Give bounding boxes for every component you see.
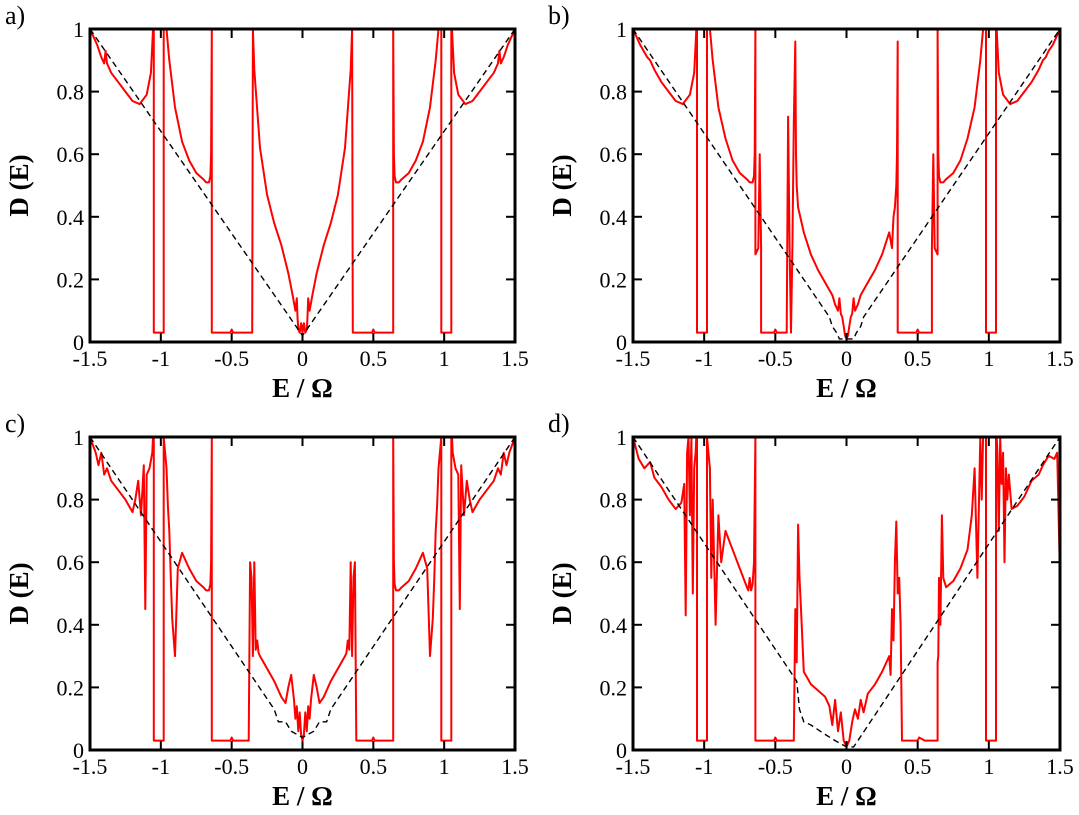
- plot-area: [633, 29, 1060, 340]
- y-axis-label: D (E): [547, 562, 577, 624]
- y-tick-label: 1: [616, 17, 627, 42]
- y-tick-label: 0.2: [600, 675, 628, 700]
- x-tick-label: 1: [983, 346, 994, 371]
- y-tick-label: 0.8: [57, 488, 85, 513]
- lower-bound-dashed-line: [633, 29, 1060, 340]
- y-tick-label: 0: [73, 330, 84, 355]
- y-tick-label: 0.2: [600, 267, 628, 292]
- chart-panel-d: -1.5 -1 -0.5 0 0.5 1 1.5 0 0.2 0.4 0.6 0.8 1 d) E / Ω D…: [547, 409, 1074, 811]
- chart-panel-a: -1.5 -1 -0.5 0 0.5 1 1.5 0 0.2 0.4 0.6 0.8 1 a) E / Ω D…: [4, 1, 529, 403]
- lower-bound-dashed-line: [633, 437, 1060, 748]
- dos-series-line: [633, 437, 1060, 748]
- y-tick-label: 0.8: [600, 488, 628, 513]
- x-axis-label: E / Ω: [816, 781, 877, 811]
- y-tick-label: 0.8: [57, 80, 85, 105]
- y-tick-label: 0: [616, 738, 627, 763]
- y-tick-label: 0.6: [57, 142, 85, 167]
- x-tick-label: 0: [297, 346, 308, 371]
- x-axis-label: E / Ω: [816, 373, 877, 403]
- x-tick-label: 0.5: [360, 346, 388, 371]
- y-tick-label: 0.4: [600, 613, 628, 638]
- x-axis-label: E / Ω: [272, 373, 333, 403]
- x-tick-label: -0.5: [758, 346, 793, 371]
- x-axis-label: E / Ω: [272, 781, 333, 811]
- panel-label: a): [5, 1, 25, 30]
- y-tick-label: 1: [73, 17, 84, 42]
- x-tick-label: 0.5: [360, 754, 388, 779]
- y-tick-label: 0.4: [57, 613, 85, 638]
- x-tick-label: 1.5: [501, 754, 529, 779]
- x-tick-label: 0: [841, 754, 852, 779]
- x-tick-label: 1.5: [501, 346, 529, 371]
- x-tick-label: -1: [695, 754, 713, 779]
- plot-area: [633, 437, 1060, 748]
- plot-area: [90, 29, 515, 337]
- y-axis-label: D (E): [4, 154, 34, 216]
- chart-panel-b: -1.5 -1 -0.5 0 0.5 1 1.5 0 0.2 0.4 0.6 0.8 1 b) E / Ω D…: [547, 1, 1074, 403]
- dos-series-line: [633, 29, 1060, 340]
- y-tick-label: 0: [73, 738, 84, 763]
- y-axis-label: D (E): [547, 154, 577, 216]
- y-tick-label: 0: [616, 330, 627, 355]
- x-tick-label: 1.5: [1046, 346, 1074, 371]
- x-tick-label: -0.5: [214, 754, 249, 779]
- panel-label: b): [548, 1, 570, 30]
- x-tick-label: -1.5: [616, 346, 651, 371]
- y-tick-label: 0.8: [600, 80, 628, 105]
- y-tick-label: 0.2: [57, 267, 85, 292]
- x-tick-label: 0.5: [904, 754, 932, 779]
- y-tick-label: 0.2: [57, 675, 85, 700]
- panel-label: c): [5, 409, 25, 438]
- chart-panel-c: -1.5 -1 -0.5 0 0.5 1 1.5 0 0.2 0.4 0.6 0.8 1 c) E / Ω D…: [4, 409, 529, 811]
- x-tick-label: -0.5: [758, 754, 793, 779]
- x-tick-label: -1.5: [73, 754, 108, 779]
- x-tick-label: 1: [439, 346, 450, 371]
- y-tick-label: 0.4: [600, 205, 628, 230]
- y-tick-label: 1: [73, 425, 84, 450]
- x-tick-label: -1.5: [616, 754, 651, 779]
- y-tick-label: 0.4: [57, 205, 85, 230]
- dos-series-line: [90, 29, 515, 334]
- y-tick-label: 1: [616, 425, 627, 450]
- x-tick-label: -0.5: [214, 346, 249, 371]
- y-tick-label: 0.6: [57, 550, 85, 575]
- x-tick-label: -1: [152, 754, 170, 779]
- dos-series-line: [90, 437, 515, 742]
- plot-area: [90, 437, 515, 742]
- x-tick-label: 1: [983, 754, 994, 779]
- x-tick-label: -1: [152, 346, 170, 371]
- x-tick-label: 0: [297, 754, 308, 779]
- x-tick-label: 0: [841, 346, 852, 371]
- lower-bound-dashed-line: [90, 437, 515, 739]
- y-tick-label: 0.6: [600, 142, 628, 167]
- x-tick-label: 1: [439, 754, 450, 779]
- x-tick-label: 1.5: [1046, 754, 1074, 779]
- panel-label: d): [548, 409, 570, 438]
- y-tick-label: 0.6: [600, 550, 628, 575]
- y-axis-label: D (E): [4, 562, 34, 624]
- x-tick-label: -1: [695, 346, 713, 371]
- x-tick-label: -1.5: [73, 346, 108, 371]
- x-tick-label: 0.5: [904, 346, 932, 371]
